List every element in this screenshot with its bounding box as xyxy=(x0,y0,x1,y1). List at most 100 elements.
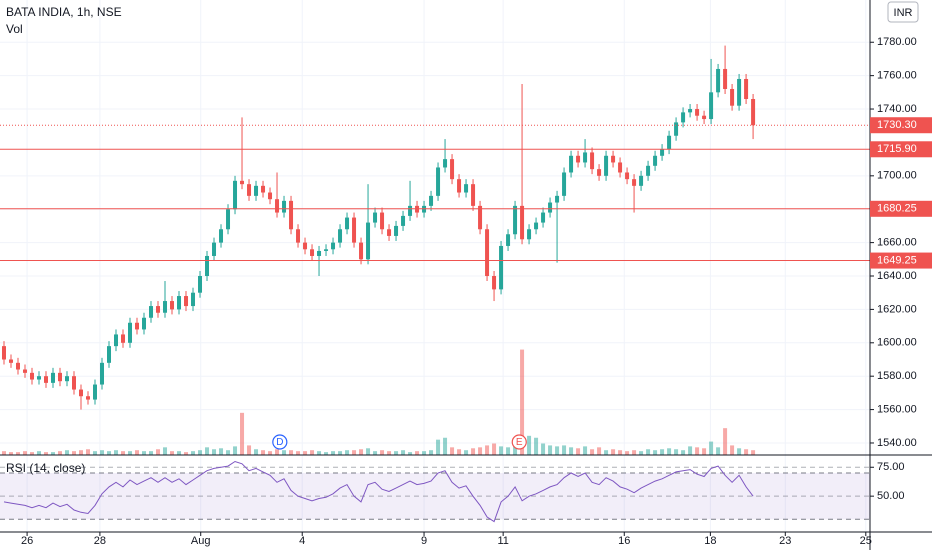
volume-bar xyxy=(436,439,441,455)
candle-body xyxy=(380,212,385,230)
volume-bar xyxy=(36,451,41,455)
candle-body xyxy=(646,165,651,176)
candle-body xyxy=(485,229,490,277)
level-label: 1680.25 xyxy=(877,203,917,215)
candle-body xyxy=(562,172,567,196)
volume-bar xyxy=(695,447,700,455)
volume-bar xyxy=(282,450,287,455)
candle-body xyxy=(702,115,707,120)
candle-body xyxy=(520,205,525,240)
candle-body xyxy=(667,135,672,150)
candle-body xyxy=(1,346,6,360)
volume-bar xyxy=(688,446,693,455)
volume-bar xyxy=(422,451,427,455)
volume-bar xyxy=(429,450,434,455)
candle-body xyxy=(457,179,462,193)
level-label: 1649.25 xyxy=(877,254,917,266)
candle-body xyxy=(317,250,322,256)
candle-body xyxy=(674,122,679,136)
candle-body xyxy=(499,245,504,290)
candle-body xyxy=(744,78,749,100)
volume-bar xyxy=(177,451,182,455)
volume-bar xyxy=(268,451,273,455)
candle-body xyxy=(240,180,245,185)
x-tick-label: 18 xyxy=(704,535,716,547)
candle-body xyxy=(93,384,98,400)
candle-body xyxy=(359,242,364,260)
candle-body xyxy=(71,376,76,390)
candle-body xyxy=(205,255,210,277)
volume-bar xyxy=(324,452,329,455)
candle-body xyxy=(436,167,441,196)
volume-bar xyxy=(345,450,350,455)
candle-body xyxy=(541,212,546,223)
volume-bar xyxy=(114,450,119,455)
candle-body xyxy=(64,376,69,382)
volume-bar xyxy=(478,447,483,455)
currency[interactable]: INR xyxy=(894,7,913,19)
candle-body xyxy=(387,229,392,236)
last-price-label: 1730.30 xyxy=(877,119,917,131)
candle-body xyxy=(50,372,55,383)
candle-body xyxy=(604,155,609,176)
candle-body xyxy=(429,195,434,206)
event-marker xyxy=(272,434,288,450)
event-marker xyxy=(511,434,527,450)
volume-bar xyxy=(212,449,217,455)
x-tick-label: 11 xyxy=(497,535,508,547)
candle-body xyxy=(688,109,693,113)
volume-bar xyxy=(8,452,13,455)
candle-body xyxy=(681,112,686,123)
candle-body xyxy=(212,242,217,256)
y-tick-label: 1600.00 xyxy=(877,337,917,349)
last-price-box xyxy=(870,117,932,134)
candle-body xyxy=(219,229,224,243)
candle-body xyxy=(597,169,602,176)
candle-body xyxy=(226,209,231,230)
volume-bar xyxy=(57,451,62,455)
event-label: E xyxy=(516,437,523,448)
volume-bar xyxy=(261,450,266,455)
volume-bar xyxy=(555,446,560,455)
volume-title: Vol xyxy=(6,22,23,36)
candle-body xyxy=(527,229,532,240)
candle-body xyxy=(366,222,371,260)
volume-bar xyxy=(681,450,686,455)
volume-bar xyxy=(128,451,133,455)
candle-body xyxy=(737,78,742,106)
volume-bar xyxy=(64,450,69,455)
volume-bar xyxy=(121,451,126,455)
y-tick-label: 1540.00 xyxy=(877,437,917,449)
y-tick-label: 1580.00 xyxy=(877,370,917,382)
volume-bar xyxy=(471,448,476,455)
candle-body xyxy=(149,306,154,318)
rsi-title: RSI (14, close) xyxy=(6,461,85,475)
candle-body xyxy=(709,92,714,120)
volume-bar xyxy=(492,443,497,455)
candle-body xyxy=(261,185,266,193)
currency-button[interactable] xyxy=(887,1,919,23)
x-tick-label: 9 xyxy=(421,535,427,547)
volume-bar xyxy=(184,452,189,455)
candle-body xyxy=(177,296,182,310)
axis: 1540.00 1560.00 1580.00 1600.00 1620.00 1640.… xyxy=(21,36,932,547)
candle-body xyxy=(653,155,658,166)
volume-bar xyxy=(352,450,357,455)
volume-bar xyxy=(709,441,714,455)
volume-bar xyxy=(156,449,161,455)
y-tick-label: 1620.00 xyxy=(877,303,917,315)
candle-body xyxy=(660,149,665,156)
volume-bar xyxy=(198,450,203,455)
volume-bar xyxy=(737,448,742,455)
volume-bar xyxy=(380,450,385,455)
y-tick-label: 1700.00 xyxy=(877,170,917,182)
volume-bar xyxy=(170,451,175,455)
candle-body xyxy=(632,179,637,186)
volume-bar xyxy=(597,447,602,455)
candle-body xyxy=(394,225,399,236)
event-label: D xyxy=(276,437,283,448)
volume-bar xyxy=(29,452,34,455)
candle-body xyxy=(29,372,34,380)
